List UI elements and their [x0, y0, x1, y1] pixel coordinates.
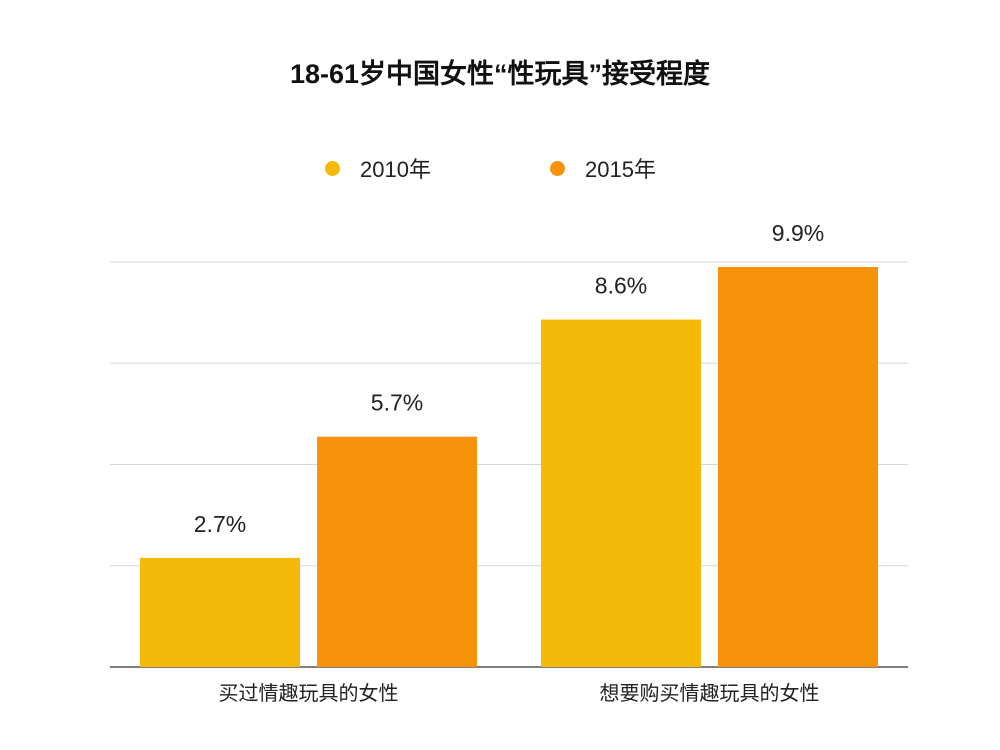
legend-dot-icon	[325, 160, 340, 176]
data-label: 9.9%	[772, 220, 824, 246]
x-tick-label: 买过情趣玩具的女性	[219, 682, 399, 705]
bar	[541, 319, 701, 667]
legend-label: 2015年	[585, 157, 656, 182]
data-label: 5.7%	[371, 390, 423, 416]
chart-title: 18-61岁中国女性“性玩具”接受程度	[289, 59, 711, 89]
legend-item-2015: 2015年	[550, 152, 656, 184]
bar	[317, 436, 477, 667]
bar	[718, 267, 878, 667]
bar	[140, 557, 300, 667]
data-label: 8.6%	[595, 273, 647, 299]
data-label: 2.7%	[194, 511, 246, 537]
legend-dot-icon	[550, 160, 565, 176]
x-tick-label: 想要购买情趣玩具的女性	[600, 682, 820, 705]
legend-label: 2010年	[360, 157, 431, 182]
legend-item-2010: 2010年	[325, 152, 431, 184]
